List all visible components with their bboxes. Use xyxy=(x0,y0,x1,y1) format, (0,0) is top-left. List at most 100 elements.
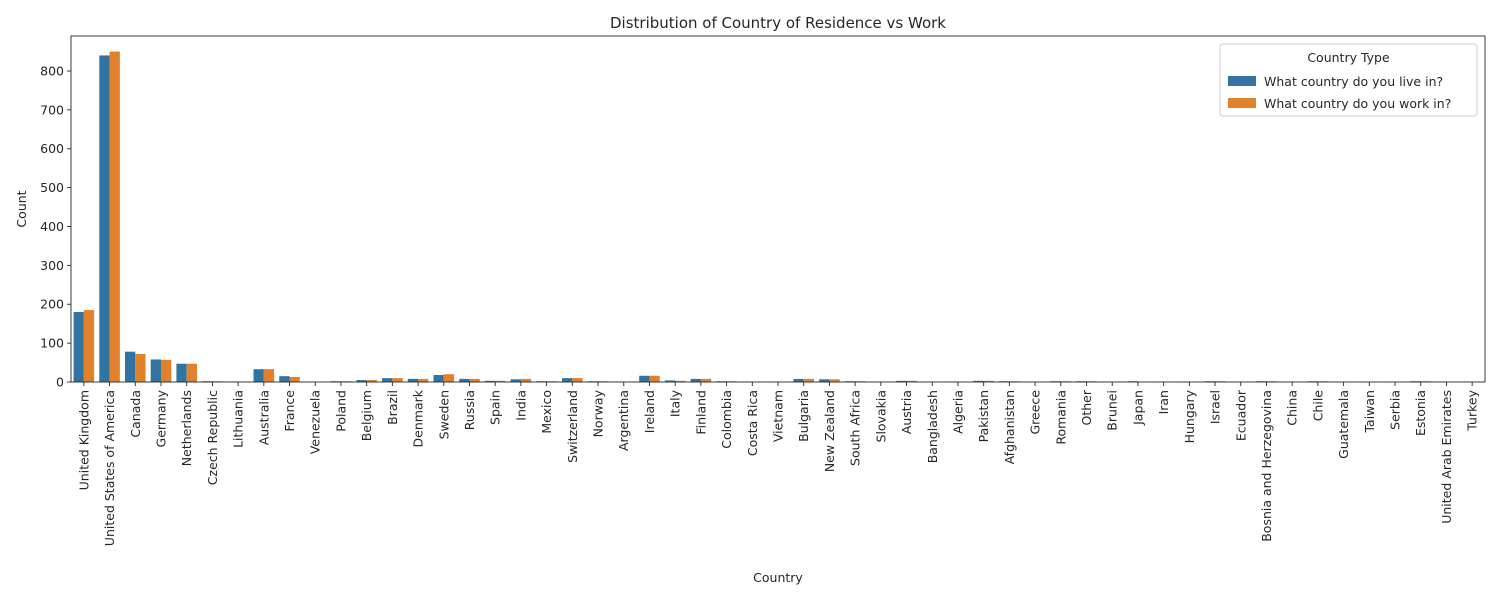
x-tick-label: Slovakia xyxy=(873,390,888,442)
x-tick-label: Lithuania xyxy=(231,390,246,448)
legend-label-live: What country do you live in? xyxy=(1264,74,1443,89)
bar-work-24 xyxy=(700,378,712,382)
x-tick-label: Russia xyxy=(462,390,477,430)
bar-live-32 xyxy=(896,380,907,382)
x-tick-label: United Kingdom xyxy=(76,390,91,490)
x-tick-label: Pakistan xyxy=(976,390,991,442)
x-tick-label: Austria xyxy=(899,390,914,434)
x-tick-label: Taiwan xyxy=(1362,390,1377,434)
bar-work-23 xyxy=(675,380,686,382)
x-tick-label: Denmark xyxy=(411,389,426,447)
x-tick-label: Australia xyxy=(256,390,271,445)
x-tick-label: Colombia xyxy=(719,390,734,449)
bar-live-8 xyxy=(279,376,290,382)
x-tick-label: Argentina xyxy=(616,390,631,451)
bar-live-4 xyxy=(176,363,187,382)
x-tick-label: Sweden xyxy=(436,390,451,439)
legend-box xyxy=(1219,43,1478,117)
x-tick-label: Bangladesh xyxy=(925,390,940,463)
bar-live-16 xyxy=(484,380,496,382)
bar-work-12 xyxy=(392,378,403,382)
legend-title: Country Type xyxy=(1307,50,1390,65)
y-tick-label: 200 xyxy=(40,297,64,312)
bar-work-16 xyxy=(495,380,506,382)
x-tick-label: Bulgaria xyxy=(796,390,811,442)
bar-live-3 xyxy=(150,359,161,382)
y-tick-label: 700 xyxy=(40,102,64,117)
bar-live-29 xyxy=(819,379,830,382)
x-tick-label: Italy xyxy=(668,389,683,417)
bar-live-19 xyxy=(562,378,573,382)
legend-swatch-work xyxy=(1228,98,1256,108)
bar-work-29 xyxy=(829,379,840,382)
plot-frame xyxy=(70,35,1486,383)
x-tick-label: Algeria xyxy=(950,390,965,434)
bar-live-35 xyxy=(973,380,984,382)
bar-work-0 xyxy=(83,310,95,382)
bar-live-12 xyxy=(382,378,393,382)
x-tick-label: Brazil xyxy=(385,390,400,425)
bar-work-28 xyxy=(803,378,814,382)
bar-work-3 xyxy=(160,359,172,382)
x-tick-label: New Zealand xyxy=(822,390,837,472)
x-tick-label: France xyxy=(282,390,297,432)
bar-work-35 xyxy=(983,380,994,382)
x-tick-label: Netherlands xyxy=(179,390,194,466)
bar-live-24 xyxy=(690,378,701,382)
x-tick-label: Mexico xyxy=(539,390,554,434)
bar-live-14 xyxy=(433,375,444,382)
x-tick-label: Germany xyxy=(153,389,168,447)
bar-work-32 xyxy=(906,380,917,382)
x-axis-ticks: United Kingdom United States of America Ca… xyxy=(76,382,1480,546)
x-tick-label: Ecuador xyxy=(1233,389,1248,441)
x-tick-label: Ireland xyxy=(642,390,657,433)
x-tick-label: Other xyxy=(1079,389,1094,425)
x-tick-label: Greece xyxy=(1028,390,1043,435)
legend-swatch-live xyxy=(1228,76,1256,86)
x-tick-label: Israel xyxy=(1208,390,1223,424)
x-tick-label: Turkey xyxy=(1465,389,1480,431)
y-axis-ticks: 0 100 200 300 400 500 600 700 800 xyxy=(40,63,71,390)
x-tick-label: Venezuela xyxy=(308,390,323,454)
legend: Country Type What country do you live in… xyxy=(1219,43,1478,117)
x-tick-label: Belgium xyxy=(359,390,374,441)
bar-work-15 xyxy=(469,378,480,382)
x-tick-label: Guatemala xyxy=(1336,390,1351,459)
bar-live-23 xyxy=(664,380,676,382)
x-tick-label: Iran xyxy=(1156,390,1171,414)
legend-label-work: What country do you work in? xyxy=(1264,96,1451,111)
x-tick-label: Finland xyxy=(693,390,708,435)
x-axis-title: Country xyxy=(753,570,803,585)
x-tick-label: Canada xyxy=(128,390,143,438)
y-tick-label: 100 xyxy=(40,336,64,351)
bar-live-7 xyxy=(253,369,264,382)
y-tick-label: 0 xyxy=(56,375,64,390)
x-tick-label: Bosnia and Herzegovina xyxy=(1259,390,1274,542)
x-tick-label: Vietnam xyxy=(771,390,786,442)
bar-work-14 xyxy=(443,374,455,382)
bar-work-1 xyxy=(109,51,120,382)
x-tick-label: Japan xyxy=(1130,390,1145,426)
bar-work-11 xyxy=(366,380,377,382)
bar-live-15 xyxy=(459,378,470,382)
y-tick-label: 400 xyxy=(40,219,64,234)
y-tick-label: 300 xyxy=(40,258,64,273)
bar-work-17 xyxy=(520,378,532,382)
chart-title: Distribution of Country of Residence vs … xyxy=(610,14,946,32)
bar-work-7 xyxy=(263,369,275,382)
x-tick-label: Poland xyxy=(333,390,348,432)
x-tick-label: United Arab Emirates xyxy=(1439,390,1454,524)
y-tick-label: 600 xyxy=(40,141,64,156)
bar-live-1 xyxy=(99,55,110,382)
x-tick-label: Costa Rica xyxy=(745,390,760,456)
x-tick-label: Spain xyxy=(488,390,503,425)
x-tick-label: India xyxy=(513,390,528,421)
x-tick-label: China xyxy=(1285,390,1300,426)
x-tick-label: Chile xyxy=(1310,390,1325,422)
bar-live-11 xyxy=(356,380,367,382)
bar-work-22 xyxy=(649,375,660,382)
bar-work-19 xyxy=(572,378,583,382)
x-tick-label: Afghanistan xyxy=(1002,390,1017,464)
